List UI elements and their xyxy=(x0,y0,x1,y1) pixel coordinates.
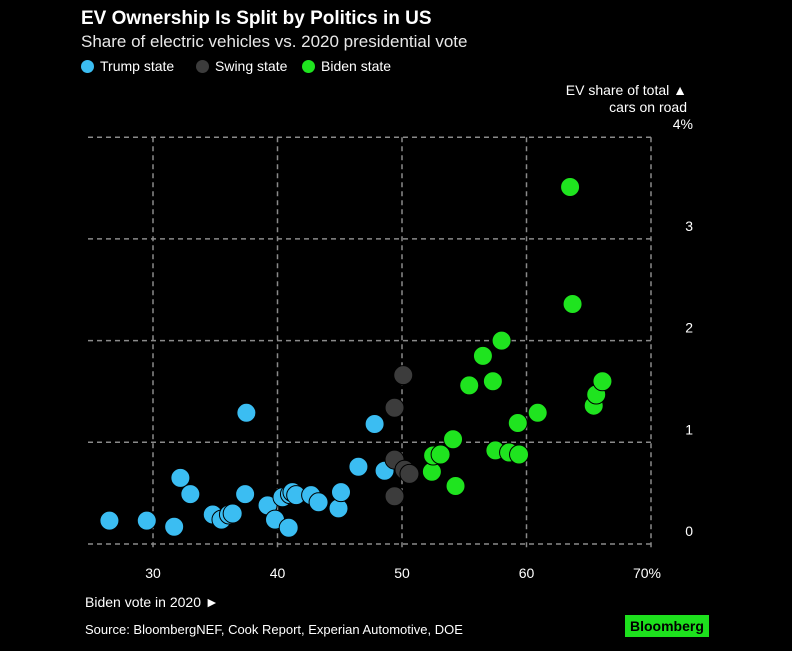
trump-point xyxy=(364,413,385,434)
legend-label: Biden state xyxy=(321,58,392,74)
biden-point xyxy=(562,293,583,314)
trump-point xyxy=(99,510,120,531)
trump-point xyxy=(236,402,257,423)
biden-point xyxy=(482,371,503,392)
y-tick-label: 3 xyxy=(685,218,693,234)
swing-point xyxy=(393,365,414,386)
y-tick-label: 1 xyxy=(685,421,693,437)
biden-point xyxy=(507,412,528,433)
biden-point xyxy=(527,402,548,423)
biden-point xyxy=(443,429,464,450)
chart-title: EV Ownership Is Split by Politics in US xyxy=(81,8,432,29)
x-tick-label: 50 xyxy=(394,565,410,581)
trump-point xyxy=(170,467,191,488)
legend-label: Trump state xyxy=(100,58,175,74)
x-tick-label: 40 xyxy=(270,565,286,581)
y-axis-label: EV share of total ▲ cars on road xyxy=(566,82,687,116)
bloomberg-logo: Bloomberg xyxy=(625,615,709,637)
swing-point xyxy=(384,397,405,418)
trump-point xyxy=(164,516,185,537)
trump-point xyxy=(348,456,369,477)
biden-point xyxy=(430,444,451,465)
chart-subtitle: Share of electric vehicles vs. 2020 pres… xyxy=(81,32,468,51)
x-tick-label: 60 xyxy=(519,565,535,581)
trump-point xyxy=(278,517,299,538)
y-tick-label: 4% xyxy=(673,116,693,132)
biden-point xyxy=(592,371,613,392)
biden-point xyxy=(459,375,480,396)
source-note: Source: BloombergNEF, Cook Report, Exper… xyxy=(85,622,463,637)
legend-biden: Biden state xyxy=(302,58,391,74)
trump-point xyxy=(180,484,201,505)
y-label-line: cars on road xyxy=(609,99,687,115)
biden-point xyxy=(509,444,530,465)
trump-point xyxy=(222,503,243,524)
y-tick-label: 2 xyxy=(685,320,693,336)
biden-point xyxy=(491,330,512,351)
legend-trump: Trump state xyxy=(81,58,174,74)
biden-point xyxy=(560,177,581,198)
legend-swing: Swing state xyxy=(196,58,287,74)
x-tick-label: 30 xyxy=(145,565,161,581)
y-label-line: EV share of total ▲ xyxy=(565,82,687,98)
x-tick-label: 70% xyxy=(633,565,661,581)
trump-point xyxy=(308,492,329,513)
trump-point xyxy=(235,484,256,505)
y-tick-label: 0 xyxy=(685,523,693,539)
swing-point xyxy=(384,486,405,507)
biden-point xyxy=(472,345,493,366)
trump-point xyxy=(136,510,157,531)
biden-dot-icon xyxy=(302,59,315,73)
trump-dot-icon xyxy=(81,59,94,73)
legend-label: Swing state xyxy=(215,58,288,74)
swing-point xyxy=(399,463,420,484)
trump-point xyxy=(330,482,351,503)
swing-dot-icon xyxy=(196,59,209,73)
x-axis-label: Biden vote in 2020 ► xyxy=(85,594,219,610)
biden-point xyxy=(445,476,466,497)
